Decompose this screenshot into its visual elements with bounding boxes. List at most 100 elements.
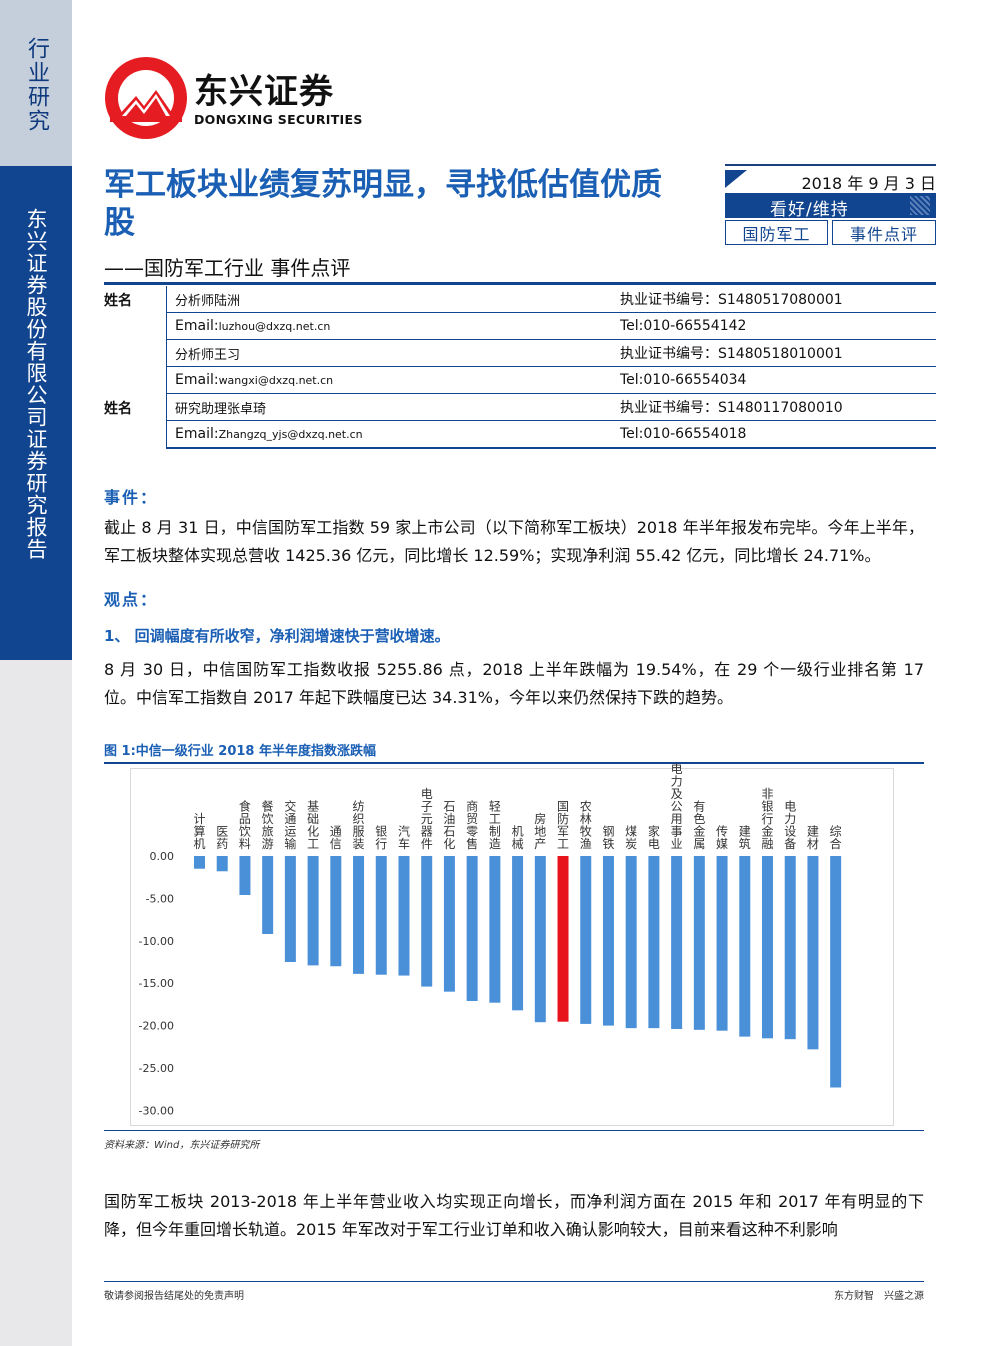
category-label: 房地产 [534,811,546,851]
email-prefix: Email: [175,372,219,388]
email-prefix: Email: [175,318,219,334]
category-label: 煤炭 [625,825,637,852]
bar-5 [284,856,296,962]
category-label: 钢铁 [602,825,614,852]
category-label: 石油石化 [443,800,455,852]
viewpoint-heading: 观点： [104,590,159,609]
chart-frame [130,768,894,1126]
category-label: 电力及公用事业 [671,762,683,851]
bar-23 [693,856,705,1030]
dongxing-logo-icon [105,57,187,139]
analyst-name: 分析师王习 [166,339,620,367]
viewpoint-paragraph-1: 8 月 30 日，中信国防军工指数收报 5255.86 点，2018 上半年跌幅… [104,660,924,707]
bar-22 [671,856,683,1029]
viewpoint-paragraph-2: 国防军工板块 2013-2018 年上半年营业收入均实现正向增长，而净利润方面在… [104,1192,924,1239]
bar-10 [398,856,410,976]
bar-3 [239,856,251,896]
bar-18 [580,856,592,1024]
event-heading: 事件： [104,488,159,507]
rating-stripe-icon [910,196,930,215]
bar-15 [512,856,524,1011]
email-link[interactable]: luzhou@dxzq.net.cn [218,320,331,333]
bar-17 [557,856,569,1022]
rating-bar: 看好/维持 [725,193,936,220]
brand-name-en: DONGXING SECURITIES [194,112,363,127]
table-row: Email:wangxi@dxzq.net.cn Tel:010-6655403… [104,366,936,394]
bar-25 [739,856,751,1037]
viewpoint-point-1: 1、 回调幅度有所收窄，净利润增速快于营收增速。 [104,627,450,645]
y-tick-label: 0.00 [150,850,175,863]
figure-bottom-rule [104,1130,924,1131]
analyst-table-top-rule [104,282,936,285]
category-label: 电力设备 [784,800,796,852]
category-label: 商贸零售 [466,799,478,852]
figure-source: 资料来源：Wind，东兴证券研究所 [104,1140,260,1151]
bar-20 [625,856,637,1029]
category-label: 汽车 [398,824,410,852]
bar-28 [807,856,819,1050]
report-subtitle: ——国防军工行业 事件点评 [104,256,351,280]
analyst-table: 姓名 分析师陆洲 执业证书编号：S1480517080001 Email:luz… [104,286,936,449]
bar-16 [534,856,546,1023]
assistant-cert: 执业证书编号：S1480117080010 [620,393,936,421]
report-title: 军工板块业绩复苏明显，寻找低估值优质股 [104,167,662,241]
assistant-name-label: 姓名 [104,400,132,417]
y-tick-label: -15.00 [139,977,174,990]
category-label: 银行 [375,825,387,852]
footer-slogan: 东方财智 兴盛之源 [834,1291,924,1302]
figure-top-rule [104,762,924,764]
category-label: 交通运输 [284,799,296,852]
category-label: 建材 [807,825,819,852]
bar-7 [330,856,342,967]
analyst-tel: Tel:010-66554142 [620,312,936,340]
bar-6 [307,856,319,966]
report-date-box: 2018 年 9 月 3 日 [725,164,936,193]
sidebar-company-panel [0,166,72,660]
y-tick-label: -25.00 [139,1062,174,1075]
report-tags: 国防军工 事件点评 [725,220,936,245]
analyst-cert: 执业证书编号：S1480518010001 [620,339,936,367]
category-label: 电子元器件 [421,787,433,851]
date-corner-icon [725,170,747,188]
category-label: 纺织服装 [353,800,365,852]
bar-24 [716,856,728,1031]
sidebar-category-panel [0,0,72,166]
y-tick-label: -30.00 [139,1104,174,1117]
category-label: 有色金属 [693,800,705,852]
category-label: 国防军工 [557,800,569,852]
sidebar-filler [0,660,72,1346]
figure-title: 图 1:中信一级行业 2018 年半年度指数涨跌幅 [104,744,377,759]
y-tick-label: -5.00 [146,892,174,905]
bar-27 [784,856,796,1040]
bar-14 [489,856,501,1003]
bar-8 [353,856,365,974]
footer-disclaimer: 敬请参阅报告结尾处的免责声明 [104,1291,244,1302]
category-label: 基础化工 [307,800,319,852]
bar-2 [216,856,228,872]
bar-1 [194,856,205,869]
analyst-name-label: 姓名 [104,293,132,309]
assistant-name: 研究助理张卓琦 [166,393,620,421]
event-paragraph: 截止 8 月 31 日，中信国防军工指数 59 家上市公司（以下简称军工板块）2… [104,518,924,565]
table-row: 分析师王习 执业证书编号：S1480518010001 [104,339,936,367]
category-label: 餐饮旅游 [262,799,274,852]
category-label: 建筑 [739,825,751,852]
bar-4 [262,856,274,935]
email-link[interactable]: wangxi@dxzq.net.cn [218,374,334,387]
rating-label: 看好/维持 [770,200,849,220]
sidebar-category-label: 行业研究 [24,37,49,133]
category-label: 通信 [330,825,342,852]
category-label: 农林牧渔 [580,800,592,852]
category-label: 传媒 [716,824,728,852]
category-label: 非银行金融 [761,787,773,851]
report-date: 2018 年 9 月 3 日 [801,174,936,193]
bar-29 [830,856,842,1088]
analyst-email: Email:wangxi@dxzq.net.cn [166,366,620,394]
email-link[interactable]: Zhangzq_yjs@dxzq.net.cn [218,428,363,441]
analyst-tel: Tel:010-66554034 [620,366,936,394]
bar-9 [375,856,387,975]
bar-12 [443,856,455,992]
assistant-tel: Tel:010-66554018 [620,420,936,449]
bar-26 [762,856,773,1039]
